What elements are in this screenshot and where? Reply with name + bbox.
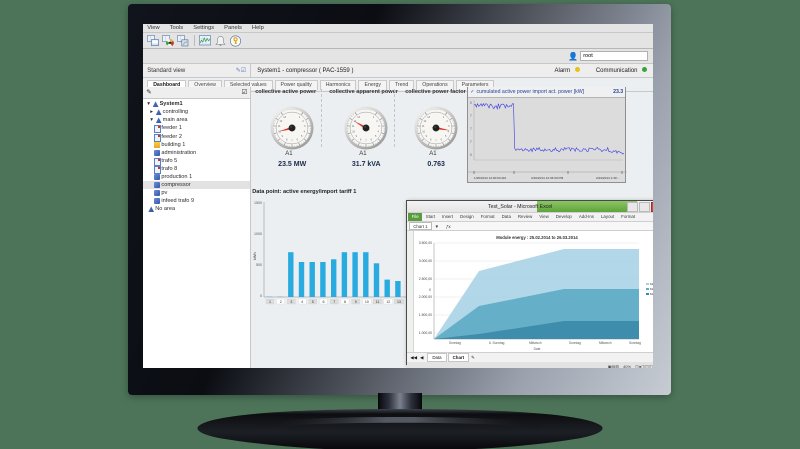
- svg-text:10: 10: [365, 300, 369, 304]
- svg-text:0: 0: [470, 101, 472, 105]
- svg-text:3.500,00: 3.500,00: [419, 241, 432, 245]
- svg-text:3.000,00: 3.000,00: [419, 259, 432, 263]
- svg-text:4: 4: [301, 300, 303, 304]
- svg-text:7: 7: [470, 127, 472, 131]
- svg-text:Module energy : 25.02.2014 to: Module energy : 25.02.2014 to 26.03.2014: [496, 235, 578, 240]
- svg-text:7: 7: [470, 140, 472, 144]
- svg-text:1/25/2014 12:00:00 AM: 1/25/2014 12:00:00 AM: [474, 176, 506, 180]
- svg-text:Module A [kWh]: Module A [kWh]: [650, 282, 653, 286]
- svg-text:Mittwoch: Mittwoch: [529, 341, 542, 345]
- svg-text:Date: Date: [534, 347, 541, 351]
- svg-text:3/10/2014 12:45:00 PM: 3/10/2014 12:45:00 PM: [531, 176, 564, 180]
- svg-text:7: 7: [470, 114, 472, 118]
- svg-text:kWh: kWh: [253, 253, 257, 261]
- svg-text:13: 13: [397, 300, 401, 304]
- svg-text:9: 9: [355, 300, 357, 304]
- svg-text:Module B [kWh]: Module B [kWh]: [650, 287, 653, 291]
- svg-text:2.500,00: 2.500,00: [419, 277, 432, 281]
- svg-text:7: 7: [333, 300, 335, 304]
- svg-text:6. Sonntag: 6. Sonntag: [489, 341, 505, 345]
- svg-text:8: 8: [344, 300, 346, 304]
- svg-text:Sonntag: Sonntag: [569, 341, 581, 345]
- svg-text:Sonntag: Sonntag: [629, 341, 641, 345]
- svg-text:12: 12: [386, 300, 390, 304]
- svg-text:0: 0: [429, 288, 431, 292]
- svg-text:2: 2: [280, 300, 282, 304]
- svg-text:3: 3: [291, 300, 293, 304]
- svg-text:1.000,00: 1.000,00: [419, 331, 432, 335]
- svg-text:11: 11: [376, 300, 380, 304]
- svg-text:0: 0: [260, 294, 262, 298]
- svg-text:0: 0: [470, 153, 472, 157]
- svg-text:1.500,00: 1.500,00: [419, 313, 432, 317]
- svg-text:500: 500: [256, 263, 262, 267]
- svg-text:6: 6: [323, 300, 325, 304]
- svg-text:Mittwoch: Mittwoch: [599, 341, 612, 345]
- svg-text:2.000,00: 2.000,00: [419, 295, 432, 299]
- svg-text:Sonntag: Sonntag: [449, 341, 461, 345]
- svg-text:Module C [kWh]: Module C [kWh]: [650, 292, 653, 296]
- svg-text:1000: 1000: [254, 232, 262, 236]
- svg-text:1500: 1500: [254, 201, 262, 205]
- svg-text:1: 1: [269, 300, 271, 304]
- svg-text:2/24/2014 1:30:...: 2/24/2014 1:30:...: [596, 176, 620, 180]
- svg-text:5: 5: [312, 300, 314, 304]
